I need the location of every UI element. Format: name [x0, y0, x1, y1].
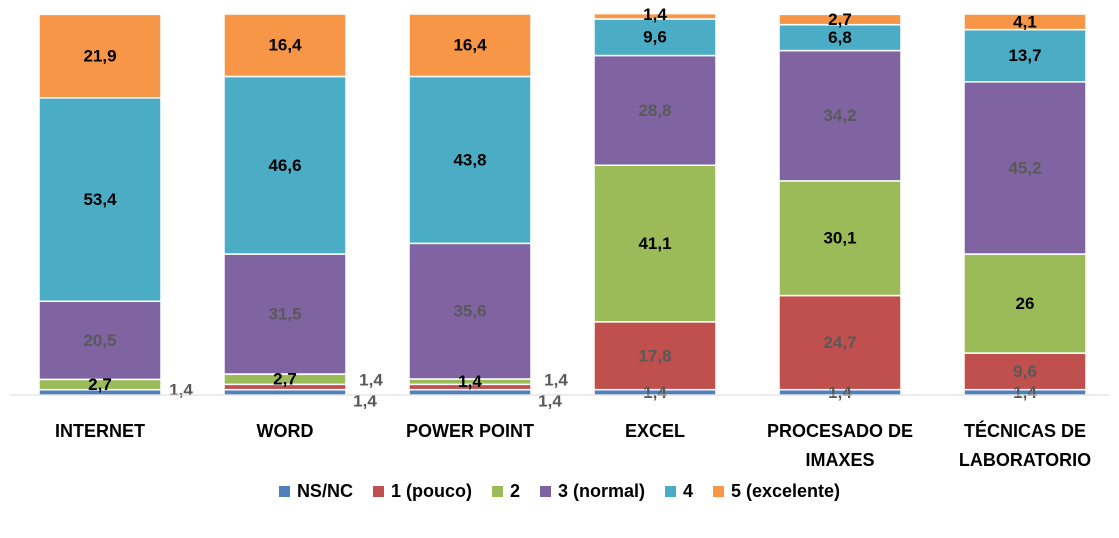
- data-label-word-4: 46,6: [268, 156, 301, 175]
- data-label-procesado-de-imaxes-ns-nc: 1,4: [828, 383, 852, 402]
- data-label-excel-5-excelente: 1,4: [643, 5, 667, 24]
- bar-segment-word-4: [223, 75, 347, 255]
- bar-segment-procesado-de-imaxes-2: [778, 180, 902, 297]
- legend: NS/NC 1 (pouco) 2 3 (normal) 4 5 (excelente): [0, 481, 1119, 502]
- bar-segment-técnicas-de-laboratorio-1-pouco: [963, 352, 1087, 391]
- legend-swatch: [539, 486, 551, 497]
- legend-item-ns-nc: NS/NC: [278, 481, 353, 502]
- data-label-excel-3-normal: 28,8: [638, 101, 671, 120]
- legend-label: 1 (pouco): [390, 481, 472, 501]
- data-label-técnicas-de-laboratorio-1-pouco: 9,6: [1013, 362, 1037, 381]
- data-label-técnicas-de-laboratorio-ns-nc: 1,4: [1013, 383, 1037, 402]
- data-label-power-point-ns-nc: 1,4: [538, 392, 562, 411]
- data-label-procesado-de-imaxes-4: 6,8: [828, 28, 852, 47]
- legend-swatch: [491, 486, 503, 497]
- data-label-word-ns-nc: 1,4: [353, 392, 377, 411]
- data-label-power-point-3-normal: 35,6: [453, 302, 486, 321]
- legend-label: 5 (excelente): [731, 481, 841, 501]
- data-label-excel-2: 41,1: [638, 234, 671, 253]
- bar-segment-power-point-4: [408, 75, 532, 245]
- data-label-técnicas-de-laboratorio-3-normal: 45,2: [1008, 158, 1041, 177]
- bar-segment-internet-5-excelente: [38, 13, 162, 99]
- bar-segment-técnicas-de-laboratorio-5-excelente: [963, 13, 1087, 31]
- bars-group: 2,7 20,5 53,4 21,9 1,4 2,7 31,5 46,6 16,4 1,4 1,4 3…: [38, 5, 1087, 411]
- data-label-excel-4: 9,6: [643, 28, 667, 47]
- data-label-internet-3-normal: 20,5: [83, 331, 116, 350]
- legend-item-3-normal: 3 (normal): [539, 481, 645, 502]
- data-label-procesado-de-imaxes-3-normal: 34,2: [823, 106, 856, 125]
- bar-segment-técnicas-de-laboratorio-2: [963, 253, 1087, 354]
- data-label-internet-4: 53,4: [83, 190, 117, 209]
- bar-segment-internet-4: [38, 97, 162, 303]
- data-label-internet-ns-nc: 1,4: [169, 381, 193, 400]
- legend-swatch: [372, 486, 384, 497]
- bar-segment-procesado-de-imaxes-5-excelente: [778, 13, 902, 26]
- data-label-internet-5-excelente: 21,9: [83, 47, 116, 66]
- data-label-técnicas-de-laboratorio-2: 26: [1016, 294, 1035, 313]
- category-label-internet: INTERNET: [55, 421, 145, 441]
- bar-segment-excel-5-excelente: [593, 12, 717, 20]
- data-label-procesado-de-imaxes-2: 30,1: [823, 229, 856, 248]
- data-label-excel-ns-nc: 1,4: [643, 383, 667, 402]
- legend-item-2: 2: [491, 481, 520, 502]
- bar-segment-power-point-5-excelente: [408, 13, 532, 78]
- bar-segment-word-3-normal: [223, 253, 347, 375]
- legend-label: NS/NC: [296, 481, 353, 501]
- data-label-excel-1-pouco: 17,8: [638, 346, 671, 365]
- data-label-word-3-normal: 31,5: [268, 305, 301, 324]
- legend-swatch: [278, 486, 290, 497]
- legend-label: 2: [509, 481, 520, 501]
- legend-swatch: [664, 486, 676, 497]
- legend-label: 3 (normal): [557, 481, 645, 501]
- category-label-power-point: POWER POINT: [406, 421, 534, 441]
- data-label-procesado-de-imaxes-5-excelente: 2,7: [828, 10, 852, 29]
- bar-segment-técnicas-de-laboratorio-3-normal: [963, 81, 1087, 255]
- category-label-word: WORD: [257, 421, 314, 441]
- data-label-power-point-4: 43,8: [453, 150, 486, 169]
- category-label-excel: EXCEL: [625, 421, 685, 441]
- bar-segment-power-point-3-normal: [408, 242, 532, 380]
- bar-segment-excel-4: [593, 18, 717, 57]
- legend-item-4: 4: [664, 481, 693, 502]
- legend-swatch: [713, 486, 724, 497]
- data-label-técnicas-de-laboratorio-5-excelente: 4,1: [1013, 12, 1037, 31]
- data-label-internet-2: 2,7: [88, 375, 112, 394]
- bar-segment-técnicas-de-laboratorio-4: [963, 28, 1087, 83]
- data-label-word-5-excelente: 16,4: [268, 36, 302, 55]
- legend-item-1-pouco: 1 (pouco): [372, 481, 472, 502]
- category-label-procesado-de-imaxes: PROCESADO DE IMAXES: [767, 421, 913, 470]
- category-labels-group: INTERNET WORD POWER POINT EXCEL PROCESADO DE…: [55, 420, 1091, 470]
- bar-segment-word-ns-nc: [223, 388, 347, 396]
- data-label-power-point-2: 1,4: [458, 372, 482, 391]
- data-label-word-1-pouco: 1,4: [359, 371, 383, 390]
- data-label-power-point-1-pouco: 1,4: [544, 371, 568, 390]
- bar-segment-excel-3-normal: [593, 54, 717, 167]
- data-label-técnicas-de-laboratorio-4: 13,7: [1008, 46, 1041, 65]
- bar-segment-internet-3-normal: [38, 300, 162, 381]
- data-label-word-2: 2,7: [273, 370, 297, 389]
- bar-segment-word-5-excelente: [223, 13, 347, 78]
- bar-segment-excel-2: [593, 164, 717, 323]
- category-label-técnicas-de-laboratorio: TÉCNICAS DE LABORATORIO: [959, 420, 1091, 470]
- bar-segment-procesado-de-imaxes-3-normal: [778, 49, 902, 182]
- legend-label: 4: [682, 481, 693, 501]
- data-label-power-point-5-excelente: 16,4: [453, 36, 487, 55]
- legend-item-5-excelente: 5 (excelente): [713, 481, 840, 502]
- data-label-procesado-de-imaxes-1-pouco: 24,7: [823, 333, 856, 352]
